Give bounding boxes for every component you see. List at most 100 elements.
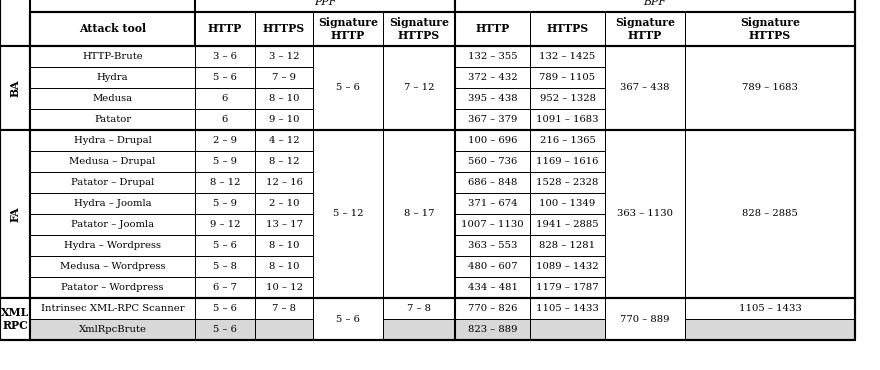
Text: 13 – 17: 13 – 17 [266,220,303,229]
Bar [255,277,313,298]
Bar [255,256,313,277]
Bar [685,130,855,298]
Text: 6 – 7: 6 – 7 [213,283,237,292]
Bar [530,235,605,256]
Bar [30,151,195,172]
Bar [530,67,605,88]
Bar [195,67,255,88]
Text: 480 – 607: 480 – 607 [468,262,517,271]
Text: Patator – Joomla: Patator – Joomla [71,220,154,229]
Text: 2 – 10: 2 – 10 [268,199,299,208]
Bar [455,130,530,151]
Bar [605,130,685,298]
Text: 6: 6 [222,115,228,124]
Bar [30,12,195,46]
Bar [383,130,455,298]
Bar [530,193,605,214]
Bar [455,256,530,277]
Bar [313,46,383,130]
Bar [30,67,195,88]
Text: 12 – 16: 12 – 16 [266,178,303,187]
Text: 363 – 553: 363 – 553 [468,241,517,250]
Bar [195,0,455,12]
Text: 8 – 12: 8 – 12 [268,157,299,166]
Bar [30,277,195,298]
Text: 1105 – 1433: 1105 – 1433 [738,304,802,313]
Bar [455,214,530,235]
Text: 789 – 1683: 789 – 1683 [742,84,798,92]
Text: 2 – 9: 2 – 9 [213,136,237,145]
Bar [530,88,605,109]
Bar [255,214,313,235]
Text: 3 – 12: 3 – 12 [268,52,299,61]
Text: 5 – 6: 5 – 6 [336,314,360,323]
Text: 5 – 6: 5 – 6 [336,84,360,92]
Bar [0,0,30,46]
Text: Patator – Drupal: Patator – Drupal [71,178,154,187]
Text: 952 – 1328: 952 – 1328 [539,94,596,103]
Bar [255,88,313,109]
Bar [0,0,855,12]
Bar [255,235,313,256]
Text: 132 – 355: 132 – 355 [467,52,517,61]
Bar [195,256,255,277]
Bar [0,130,30,298]
Text: Signature
HTTP: Signature HTTP [318,17,378,41]
Text: 372 – 432: 372 – 432 [467,73,517,82]
Bar [255,151,313,172]
Bar [0,46,30,130]
Bar [30,298,195,319]
Text: 8 – 10: 8 – 10 [268,262,299,271]
Text: 9 – 10: 9 – 10 [268,115,299,124]
Text: 560 – 736: 560 – 736 [468,157,517,166]
Bar [455,172,530,193]
Bar [383,46,455,130]
Bar [30,256,195,277]
Text: 367 – 379: 367 – 379 [468,115,517,124]
Text: 10 – 12: 10 – 12 [266,283,303,292]
Text: 5 – 6: 5 – 6 [213,325,237,334]
Text: PPF: PPF [314,0,336,7]
Bar [195,298,255,319]
Text: Hydra – Joomla: Hydra – Joomla [74,199,151,208]
Bar [313,12,383,46]
Text: Patator – Wordpress: Patator – Wordpress [62,283,164,292]
Text: Patator: Patator [94,115,131,124]
Text: 5 – 6: 5 – 6 [213,73,237,82]
Text: Hydra – Wordpress: Hydra – Wordpress [64,241,161,250]
Bar [530,151,605,172]
Text: 7 – 8: 7 – 8 [272,304,296,313]
Bar [530,319,605,340]
Text: 216 – 1365: 216 – 1365 [539,136,596,145]
Text: 132 – 1425: 132 – 1425 [539,52,596,61]
Text: Hydra: Hydra [97,73,128,82]
Text: 100 – 696: 100 – 696 [468,136,517,145]
Text: 1179 – 1787: 1179 – 1787 [536,283,598,292]
Bar [30,214,195,235]
Text: 371 – 674: 371 – 674 [467,199,517,208]
Text: 1007 – 1130: 1007 – 1130 [461,220,524,229]
Bar [255,12,313,46]
Bar [255,319,313,340]
Bar [455,46,530,67]
Text: 5 – 6: 5 – 6 [213,241,237,250]
Text: 7 – 8: 7 – 8 [407,304,431,313]
Bar [530,277,605,298]
Text: 5 – 9: 5 – 9 [213,157,237,166]
Text: Medusa – Drupal: Medusa – Drupal [70,157,156,166]
Bar [530,46,605,67]
Bar [383,298,455,319]
Bar [30,193,195,214]
Text: 823 – 889: 823 – 889 [468,325,517,334]
Bar [30,298,855,340]
Bar [455,298,530,319]
Bar [530,12,605,46]
Text: HTTPS: HTTPS [546,24,589,34]
Bar [195,151,255,172]
Text: XmlRpcBrute: XmlRpcBrute [78,325,146,334]
Bar [0,298,30,340]
Text: 7 – 12: 7 – 12 [404,84,434,92]
Text: BA: BA [10,79,20,97]
Text: 770 – 889: 770 – 889 [620,314,670,323]
Text: 8 – 17: 8 – 17 [404,209,434,219]
